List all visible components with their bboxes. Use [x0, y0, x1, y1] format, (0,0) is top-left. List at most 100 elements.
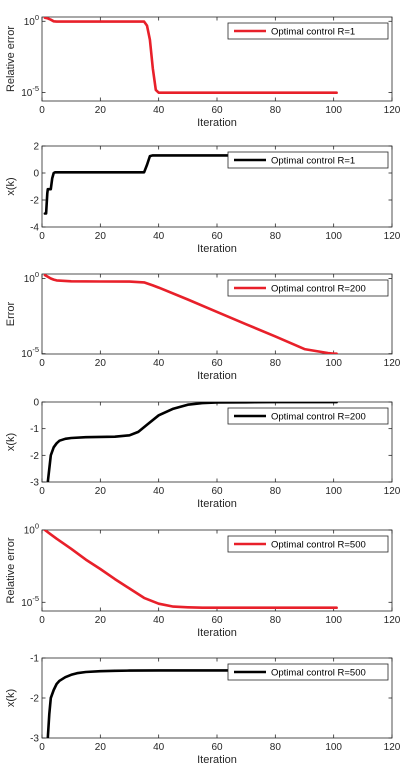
- y-tick-label: -1: [30, 424, 39, 435]
- y-tick-label: 100: [24, 270, 39, 285]
- x-tick-label: 80: [270, 486, 282, 497]
- x-tick-label: 20: [95, 231, 107, 242]
- x-tick-label: 20: [95, 742, 107, 753]
- x-axis-label: Iteration: [197, 117, 237, 129]
- series-line: [43, 17, 338, 94]
- y-axis-label: x(k): [5, 177, 17, 195]
- legend-box: [227, 151, 389, 169]
- y-tick-label: 2: [33, 142, 39, 153]
- legend: Optimal control R=200: [227, 279, 389, 297]
- y-axis-label: Error: [5, 301, 17, 326]
- chart-2: 0 20 40 60 80 100 12020-2-4Iterationx(k)Optima…: [5, 142, 401, 256]
- x-tick-label: 0: [39, 231, 45, 242]
- x-tick-label: 40: [153, 615, 165, 626]
- legend-box: [227, 663, 389, 681]
- x-tick-label: 100: [325, 231, 342, 242]
- x-tick-label: 120: [384, 742, 401, 753]
- chart-5: 0 20 40 60 80 100 120 100 10-5 Iteration Relative …: [5, 522, 401, 640]
- x-tick-label: 120: [384, 105, 401, 116]
- legend: Optimal control R=200: [227, 407, 389, 425]
- y-tick-label: 10-5: [21, 345, 39, 360]
- series-line: [43, 530, 338, 610]
- y-tick-label: 10-5: [21, 594, 39, 609]
- x-tick-label: 100: [325, 742, 342, 753]
- x-axis-label: Iteration: [197, 243, 237, 255]
- series-line: [46, 402, 338, 482]
- y-tick-label: 100: [24, 13, 39, 28]
- x-axis-label: Iteration: [197, 498, 237, 510]
- x-tick-label: 0: [39, 486, 45, 497]
- x-tick-label: 120: [384, 486, 401, 497]
- chart-6: 0 20 40 60 80 100 120 -1 -2 -3 Iteration x(k) Optima…: [5, 654, 401, 767]
- x-tick-label: 0: [39, 105, 45, 116]
- x-tick-label: 20: [95, 486, 107, 497]
- legend-label: Optimal control R=500: [271, 668, 366, 679]
- x-tick-label: 20: [95, 358, 107, 369]
- x-tick-label: 60: [211, 615, 223, 626]
- x-tick-label: 0: [39, 358, 45, 369]
- legend-label: Optimal control R=1: [271, 27, 355, 38]
- x-tick-label: 60: [211, 105, 223, 116]
- legend-label: Optimal control R=200: [271, 412, 366, 423]
- x-tick-label: 0: [39, 742, 45, 753]
- x-tick-label: 80: [270, 742, 282, 753]
- x-tick-label: 120: [384, 615, 401, 626]
- x-tick-label: 60: [211, 231, 223, 242]
- x-tick-label: 60: [211, 486, 223, 497]
- x-tick-label: 0: [39, 615, 45, 626]
- x-tick-label: 100: [325, 615, 342, 626]
- x-tick-label: 80: [270, 615, 282, 626]
- x-axis-label: Iteration: [197, 754, 237, 766]
- y-tick-label: -1: [30, 654, 39, 665]
- y-tick-label: -2: [30, 694, 39, 705]
- legend: Optimal control R=500: [227, 535, 389, 553]
- y-tick-label: 100: [24, 522, 39, 537]
- chart-3: 0 20 40 60 80 100 120 100 10-5 Iteration Error Opti…: [5, 270, 401, 382]
- x-tick-label: 100: [325, 486, 342, 497]
- legend-box: [227, 279, 389, 297]
- y-tick-label: 10-5: [21, 84, 39, 99]
- x-tick-label: 40: [153, 105, 165, 116]
- x-axis-label: Iteration: [197, 370, 237, 382]
- x-tick-label: 60: [211, 358, 223, 369]
- chart-4: 0 20 40 60 80 100 120 0 -1 -2 -3 Iteration x(k) Optim…: [5, 398, 401, 511]
- legend-label: Optimal control R=500: [271, 540, 366, 551]
- y-axis-label: Relative error: [5, 537, 17, 603]
- x-tick-label: 40: [153, 486, 165, 497]
- x-tick-label: 20: [95, 105, 107, 116]
- legend-box: [227, 22, 389, 40]
- chart-1: 0 20 40 60 80 100 120 100 10-5 Iteration Relative …: [5, 13, 401, 129]
- x-tick-label: 20: [95, 615, 107, 626]
- x-tick-label: 60: [211, 742, 223, 753]
- y-axis-label: x(k): [5, 689, 17, 707]
- y-tick-label: 0: [33, 169, 39, 180]
- x-tick-label: 120: [384, 358, 401, 369]
- legend-box: [227, 407, 389, 425]
- y-tick-label: -4: [30, 223, 39, 234]
- legend-box: [227, 535, 389, 553]
- x-tick-label: 100: [325, 105, 342, 116]
- x-tick-label: 100: [325, 358, 342, 369]
- y-axis-label: x(k): [5, 433, 17, 451]
- x-tick-label: 40: [153, 742, 165, 753]
- series-line: [43, 274, 338, 354]
- y-tick-label: -2: [30, 451, 39, 462]
- legend-label: Optimal control R=200: [271, 284, 366, 295]
- y-axis-label: Relative error: [5, 26, 17, 92]
- x-tick-label: 40: [153, 231, 165, 242]
- legend: Optimal control R=1: [227, 22, 389, 40]
- x-tick-label: 120: [384, 231, 401, 242]
- x-tick-label: 40: [153, 358, 165, 369]
- x-tick-label: 80: [270, 358, 282, 369]
- y-tick-label: -3: [30, 478, 39, 489]
- legend: Optimal control R=500: [227, 663, 389, 681]
- legend-label: Optimal control R=1: [271, 156, 355, 167]
- x-tick-label: 80: [270, 105, 282, 116]
- x-tick-label: 80: [270, 231, 282, 242]
- x-axis-label: Iteration: [197, 627, 237, 639]
- y-tick-label: -3: [30, 734, 39, 745]
- legend: Optimal control R=1: [227, 151, 389, 169]
- y-tick-label: -2: [30, 196, 39, 207]
- y-tick-label: 0: [33, 398, 39, 409]
